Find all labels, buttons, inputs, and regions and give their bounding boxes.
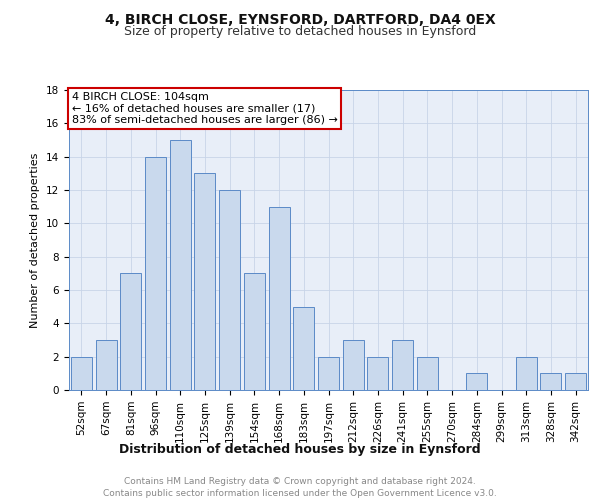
Bar xyxy=(417,356,438,390)
Bar xyxy=(71,356,92,390)
Bar xyxy=(516,356,537,390)
Bar xyxy=(219,190,240,390)
Bar xyxy=(244,274,265,390)
Bar xyxy=(541,374,562,390)
Bar xyxy=(145,156,166,390)
Text: Contains HM Land Registry data © Crown copyright and database right 2024.
Contai: Contains HM Land Registry data © Crown c… xyxy=(103,476,497,498)
Y-axis label: Number of detached properties: Number of detached properties xyxy=(31,152,40,328)
Text: Size of property relative to detached houses in Eynsford: Size of property relative to detached ho… xyxy=(124,25,476,38)
Bar xyxy=(194,174,215,390)
Text: 4 BIRCH CLOSE: 104sqm
← 16% of detached houses are smaller (17)
83% of semi-deta: 4 BIRCH CLOSE: 104sqm ← 16% of detached … xyxy=(71,92,337,124)
Bar xyxy=(367,356,388,390)
Bar xyxy=(293,306,314,390)
Text: 4, BIRCH CLOSE, EYNSFORD, DARTFORD, DA4 0EX: 4, BIRCH CLOSE, EYNSFORD, DARTFORD, DA4 … xyxy=(104,12,496,26)
Bar xyxy=(343,340,364,390)
Text: Distribution of detached houses by size in Eynsford: Distribution of detached houses by size … xyxy=(119,442,481,456)
Bar xyxy=(565,374,586,390)
Bar xyxy=(392,340,413,390)
Bar xyxy=(95,340,116,390)
Bar xyxy=(318,356,339,390)
Bar xyxy=(269,206,290,390)
Bar xyxy=(170,140,191,390)
Bar xyxy=(466,374,487,390)
Bar xyxy=(120,274,141,390)
